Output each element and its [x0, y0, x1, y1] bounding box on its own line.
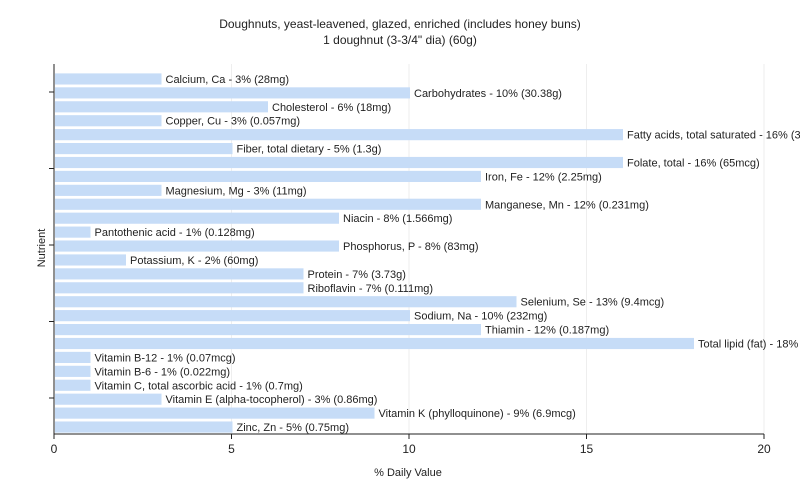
bar-label: Vitamin B-6 - 1% (0.022mg)	[95, 366, 231, 378]
bar-label: Calcium, Ca - 3% (28mg)	[166, 74, 289, 86]
bar-label: Vitamin E (alpha-tocopherol) - 3% (0.86m…	[166, 394, 378, 406]
bar	[55, 310, 410, 322]
bar	[55, 282, 304, 294]
bar	[55, 198, 481, 210]
axes: 0 5 10 15 20	[49, 64, 771, 456]
bar-label: Iron, Fe - 12% (2.25mg)	[485, 171, 602, 183]
bar	[55, 212, 339, 224]
bar-label: Thiamin - 12% (0.187mg)	[485, 325, 609, 337]
bar-label: Phosphorus, P - 8% (83mg)	[343, 241, 479, 253]
chart-title-line1: Doughnuts, yeast-leavened, glazed, enric…	[219, 17, 581, 31]
bar-label: Pantothenic acid - 1% (0.128mg)	[95, 227, 255, 239]
bar-label: Fiber, total dietary - 5% (1.3g)	[237, 144, 382, 156]
bar	[55, 226, 91, 238]
bar	[55, 421, 233, 433]
bar	[55, 115, 162, 127]
bar	[55, 379, 91, 391]
bar	[55, 324, 481, 336]
x-axis-label: % Daily Value	[374, 467, 442, 479]
bar-label: Vitamin B-12 - 1% (0.07mcg)	[95, 352, 236, 364]
bar-label: Fatty acids, total saturated - 16% (3.26…	[627, 130, 800, 142]
bar	[55, 156, 623, 169]
bar	[55, 393, 162, 405]
bar-label: Niacin - 8% (1.566mg)	[343, 213, 452, 225]
bar-label: Riboflavin - 7% (0.111mg)	[308, 283, 434, 295]
bar-label: Copper, Cu - 3% (0.057mg)	[166, 116, 301, 128]
bar	[55, 365, 91, 377]
bar	[55, 407, 375, 419]
bar-label: Carbohydrates - 10% (30.38g)	[414, 88, 562, 100]
bar-label: Folate, total - 16% (65mcg)	[627, 158, 760, 170]
bar	[55, 143, 233, 155]
bar-label: Magnesium, Mg - 3% (11mg)	[166, 185, 307, 197]
x-tick-label: 20	[757, 442, 771, 456]
bar	[55, 73, 162, 85]
y-axis-label: Nutrient	[36, 229, 48, 268]
bar-label: Sodium, Na - 10% (232mg)	[414, 311, 547, 323]
bar	[55, 129, 623, 141]
bar-label: Zinc, Zn - 5% (0.75mg)	[237, 422, 349, 434]
bar	[55, 351, 91, 363]
bar	[55, 337, 694, 350]
bar	[55, 101, 268, 113]
bar-label: Vitamin C, total ascorbic acid - 1% (0.7…	[95, 380, 303, 392]
x-tick-label: 5	[228, 442, 235, 456]
chart-title-line2: 1 doughnut (3-3/4" dia) (60g)	[323, 33, 477, 47]
bar	[55, 170, 481, 182]
bar-label: Vitamin K (phylloquinone) - 9% (6.9mcg)	[379, 408, 576, 420]
x-tick-label: 10	[402, 442, 416, 456]
bar-label: Manganese, Mn - 12% (0.231mg)	[485, 199, 649, 211]
bar-label: Protein - 7% (3.73g)	[308, 269, 406, 281]
bar-label: Cholesterol - 6% (18mg)	[272, 102, 391, 114]
bar-label: Potassium, K - 2% (60mg)	[130, 255, 258, 267]
bar	[55, 254, 126, 266]
bar-label: Total lipid (fat) - 18% (11.46g)	[698, 339, 800, 351]
bar	[55, 268, 304, 280]
bar	[55, 184, 162, 196]
bar-label: Selenium, Se - 13% (9.4mcg)	[521, 297, 665, 309]
bar	[55, 87, 410, 99]
bar	[55, 296, 517, 308]
bar	[55, 240, 339, 252]
x-tick-label: 15	[580, 442, 594, 456]
x-tick-label: 0	[51, 442, 58, 456]
bars: Calcium, Ca - 3% (28mg) Carbohydrates - 1…	[55, 73, 800, 434]
